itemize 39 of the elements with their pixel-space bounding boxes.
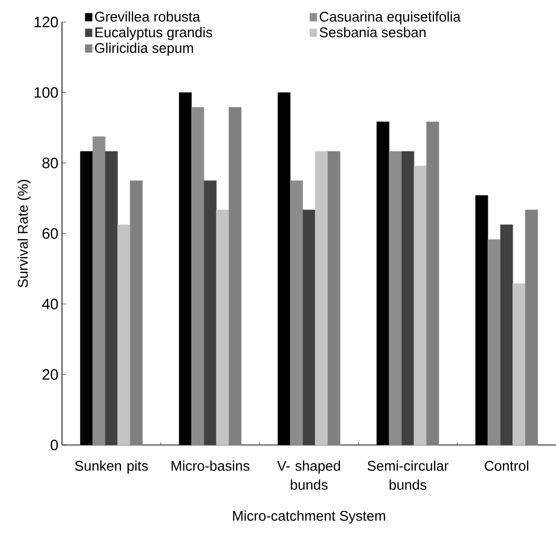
- legend-label: Eucalyptus grandis: [96, 27, 212, 40]
- bar: [500, 224, 514, 446]
- bar: [315, 151, 328, 446]
- bar: [117, 224, 130, 446]
- bar: [204, 180, 217, 446]
- x-axis-title: Micro-catchment System: [233, 510, 386, 524]
- x-tick-label: Control: [484, 460, 528, 471]
- y-axis-title: Survival Rate (%): [18, 180, 31, 288]
- bar: [512, 283, 526, 446]
- bar: [388, 151, 402, 446]
- bar: [216, 210, 230, 446]
- y-tick-label: 120: [34, 16, 58, 28]
- x-tick-label: Micro-basins: [172, 460, 250, 471]
- legend-label: Casuarina equisetifolia: [320, 11, 461, 24]
- bar: [302, 210, 316, 446]
- y-tick-label: 20: [42, 369, 58, 380]
- bar: [92, 136, 106, 446]
- bar: [525, 210, 538, 446]
- bar: [191, 107, 204, 446]
- y-tick-label: 40: [42, 298, 58, 310]
- y-tick-label: 100: [34, 87, 58, 98]
- bar: [401, 151, 414, 446]
- bar: [228, 107, 242, 446]
- legend-label: Gliricidia sepum: [95, 42, 193, 56]
- bar: [414, 166, 427, 446]
- legend-label: Sesbania sesban: [320, 27, 426, 38]
- bar: [327, 151, 340, 446]
- bar: [130, 180, 143, 446]
- x-tick-label: V- shaped bunds: [277, 460, 340, 490]
- y-tick-label: 80: [42, 158, 58, 168]
- x-tick-label: Sunken pits: [75, 460, 148, 474]
- y-tick-label: 0: [50, 440, 58, 450]
- bar: [104, 151, 118, 446]
- legend-label: Grevillea robusta: [95, 11, 200, 22]
- bar: [290, 180, 303, 446]
- y-tick-label: 60: [42, 228, 58, 239]
- bar: [488, 239, 501, 446]
- bar: [426, 122, 440, 446]
- x-tick-label: Semi-circular bunds: [368, 460, 448, 490]
